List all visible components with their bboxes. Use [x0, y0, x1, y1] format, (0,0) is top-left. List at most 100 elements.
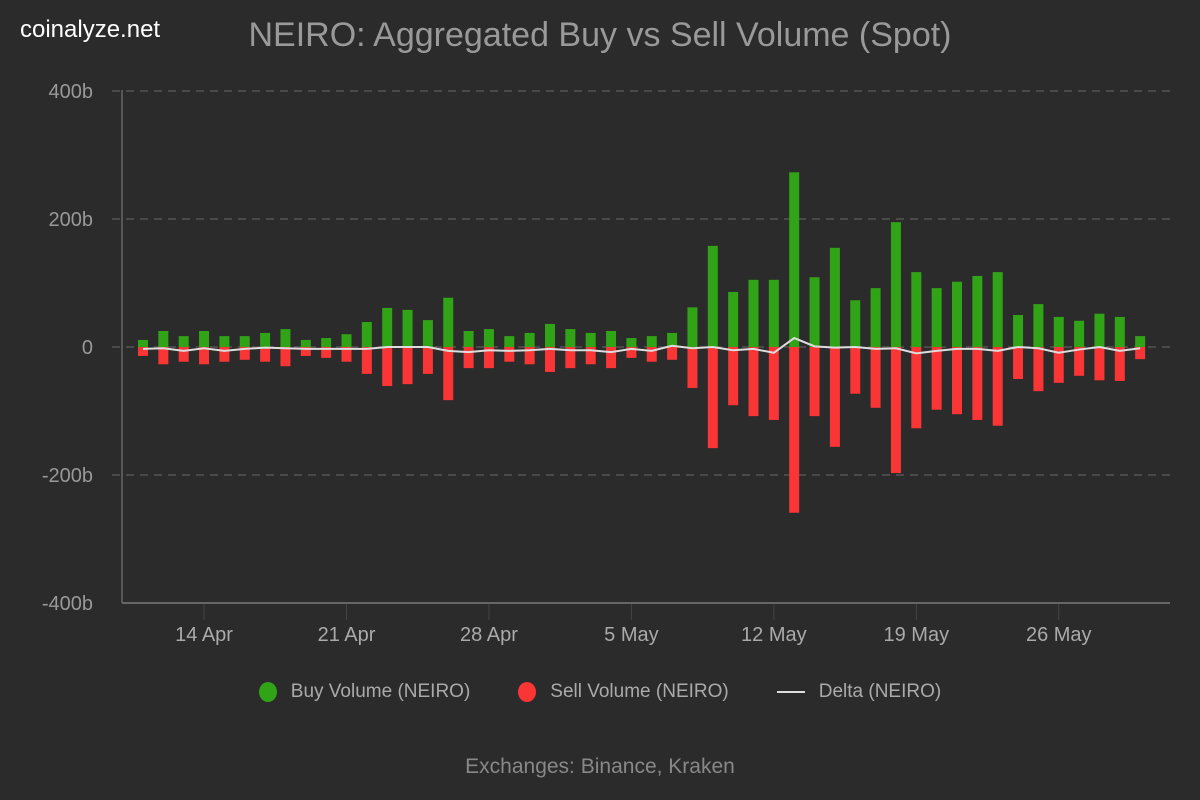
legend-item-delta[interactable]: Delta (NEIRO)	[776, 681, 941, 703]
buy-bar	[646, 336, 657, 347]
sell-bar	[260, 347, 271, 362]
sell-bar	[545, 347, 555, 372]
chart-title: NEIRO: Aggregated Buy vs Sell Volume (Sp…	[0, 16, 1200, 55]
sell-bar	[524, 347, 535, 365]
sell-bar	[972, 347, 983, 420]
buy-bar	[483, 329, 494, 347]
buy-bar	[199, 331, 210, 347]
legend-item-sell[interactable]: Sell Volume (NEIRO)	[518, 681, 729, 703]
sell-bar	[1074, 347, 1085, 376]
sell-bar	[1135, 347, 1146, 360]
sell-bar	[931, 347, 942, 410]
sell-bar	[341, 347, 352, 362]
sell-bar	[585, 347, 596, 365]
x-axis-ticks: 14 Apr 21 Apr 28 Apr 5 May 12 May 19 May 26 Ma…	[175, 603, 1092, 646]
buy-bar	[341, 334, 352, 347]
buy-bar	[626, 338, 637, 347]
buy-bar	[239, 336, 250, 347]
y-tick-label: 400b	[49, 81, 94, 103]
x-tick-label: 12 May	[741, 624, 807, 646]
buy-bar	[606, 331, 617, 347]
y-axis-ticks: 400b 200b 0 -200b -400b	[42, 81, 93, 615]
sell-bar	[687, 347, 698, 388]
sell-bar	[300, 347, 311, 356]
buy-bar	[300, 339, 311, 347]
sell-bar	[138, 347, 148, 356]
x-tick-label: 21 Apr	[318, 624, 376, 646]
sell-bar	[361, 347, 372, 374]
sell-bar	[646, 347, 657, 362]
buy-bar	[524, 332, 535, 347]
buy-bar	[138, 339, 148, 347]
buy-bar	[1053, 316, 1064, 347]
sell-bar	[952, 347, 962, 415]
sell-bar	[280, 347, 291, 367]
buy-dot-icon	[258, 682, 277, 702]
buy-bar	[545, 323, 555, 347]
buy-bar	[829, 247, 840, 347]
x-tick-label: 26 May	[1026, 624, 1092, 646]
exchanges-footer: Exchanges: Binance, Kraken	[465, 755, 735, 778]
delta-line-icon	[776, 691, 805, 693]
sell-bar	[1094, 347, 1105, 381]
delta-line	[142, 336, 1141, 355]
delta-line-group	[142, 336, 1141, 355]
buy-bar	[158, 331, 169, 347]
sell-bar	[219, 347, 230, 362]
sell-bar	[992, 347, 1003, 426]
buy-bar	[280, 329, 291, 347]
buy-bar	[809, 277, 820, 347]
buy-bar	[260, 332, 271, 347]
legend: Buy Volume (NEIRO) Sell Volume (NEIRO) D…	[0, 681, 1200, 703]
buy-bar	[382, 307, 393, 347]
buy-bar	[870, 288, 881, 347]
buy-bar	[422, 320, 433, 347]
brand-logo-text[interactable]: coinalyze.net	[20, 16, 161, 43]
sell-bar	[768, 347, 779, 420]
sell-bar	[504, 347, 515, 362]
buy-bar	[667, 332, 678, 347]
sell-bar	[850, 347, 861, 394]
buy-bar	[972, 275, 983, 347]
sell-bar	[1033, 347, 1044, 392]
sell-bar	[789, 347, 800, 513]
buy-bar	[748, 279, 759, 347]
buy-bar	[1094, 313, 1105, 347]
sell-bar	[748, 347, 759, 417]
y-tick-label: 0	[82, 337, 93, 359]
sell-bar	[870, 347, 881, 408]
buy-bar	[992, 272, 1003, 347]
legend-label-sell: Sell Volume (NEIRO)	[550, 681, 729, 702]
sell-bar	[382, 347, 393, 387]
legend-item-buy[interactable]: Buy Volume (NEIRO)	[258, 681, 471, 703]
sell-bar	[809, 347, 820, 417]
sell-bar	[178, 347, 189, 362]
sell-bar	[1053, 347, 1064, 383]
buy-bar	[1135, 336, 1146, 347]
sell-bar	[158, 347, 169, 365]
sell-bar	[667, 347, 678, 360]
buy-bar	[890, 222, 901, 347]
buy-bar	[1114, 316, 1125, 347]
sell-dot-icon	[518, 682, 537, 702]
buy-bar	[219, 336, 230, 347]
sell-bar	[728, 347, 739, 406]
buy-bar	[402, 309, 413, 347]
buy-bar	[911, 272, 922, 347]
sell-bar	[890, 347, 901, 474]
grid-lines	[112, 90, 1170, 476]
buy-bar	[768, 279, 779, 347]
buy-bar	[321, 338, 332, 347]
buy-bar	[931, 288, 942, 347]
sell-bar	[199, 347, 210, 365]
buy-bar	[565, 329, 576, 347]
buy-bar	[1074, 320, 1085, 347]
sell-bar	[1114, 347, 1125, 381]
sell-bar	[829, 347, 840, 447]
buy-bar	[707, 245, 718, 347]
chart-title-text: NEIRO: Aggregated Buy vs Sell Volume (Sp…	[248, 16, 952, 54]
legend-label-buy: Buy Volume (NEIRO)	[290, 681, 471, 702]
buy-bar	[687, 307, 698, 347]
sell-bar	[402, 347, 413, 385]
